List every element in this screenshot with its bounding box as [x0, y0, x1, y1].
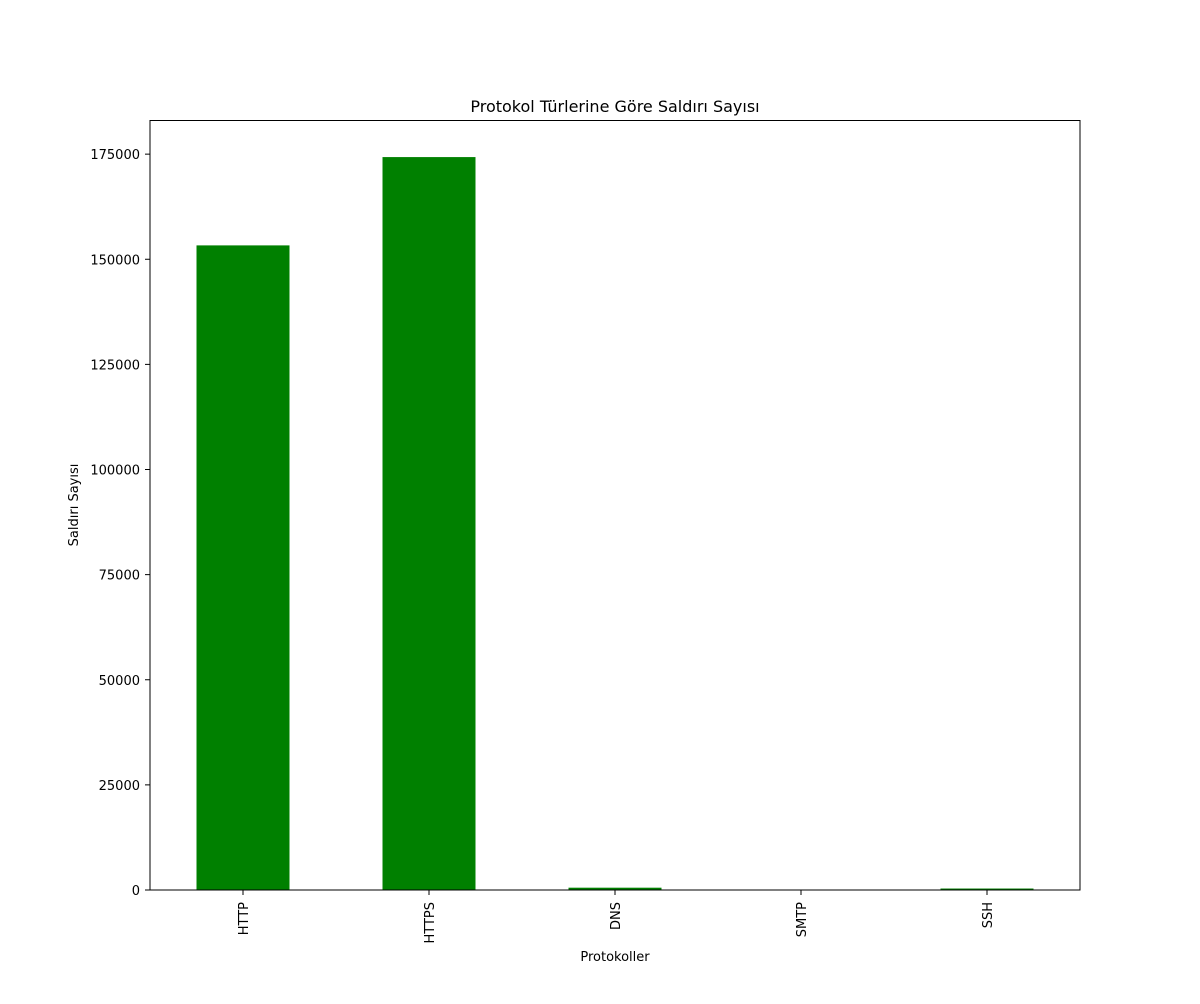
- bar-http: [197, 245, 290, 890]
- y-tick-label: 100000: [90, 464, 140, 479]
- x-tick-label: SSH: [981, 902, 996, 928]
- x-tick-label: DNS: [609, 902, 624, 930]
- x-tick-label: HTTP: [237, 902, 252, 935]
- y-tick-label: 175000: [90, 148, 140, 163]
- y-tick-label: 150000: [90, 253, 140, 268]
- y-tick-label: 125000: [90, 358, 140, 373]
- y-axis: 0 25000 50000 75000 100000 125000 150000 175000: [90, 148, 150, 899]
- bar-https: [383, 157, 476, 890]
- chart-title: Protokol Türlerine Göre Saldırı Sayısı: [470, 97, 759, 116]
- x-tick-label: HTTPS: [423, 902, 438, 944]
- x-axis-label: Protokoller: [580, 950, 650, 965]
- bars-layer: [197, 157, 1034, 890]
- y-tick-label: 25000: [99, 779, 140, 794]
- y-tick-label: 0: [132, 884, 140, 899]
- x-tick-label: SMTP: [795, 902, 810, 937]
- x-axis: HTTP HTTPS DNS SMTP SSH: [237, 890, 996, 944]
- y-tick-label: 50000: [99, 674, 140, 689]
- y-tick-label: 75000: [99, 569, 140, 584]
- y-axis-label: Saldırı Sayısı: [67, 464, 82, 547]
